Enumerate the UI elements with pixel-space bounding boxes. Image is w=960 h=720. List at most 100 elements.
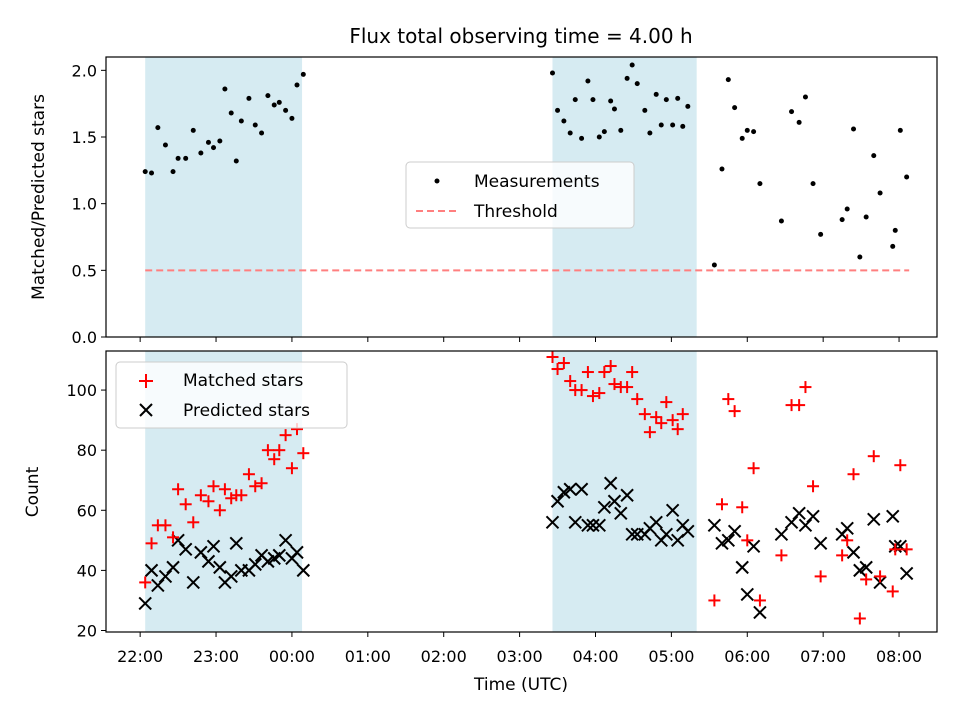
predicted-point-29 [563,482,577,496]
matched-point-0 [139,576,152,589]
measurement-point-64 [818,231,824,237]
measurement-point-47 [670,122,676,128]
predicted-point-8 [194,545,208,560]
matched-point-29 [564,375,577,388]
predicted-point-6 [178,542,193,557]
measurement-point-27 [555,107,561,113]
matched-point-54 [736,501,749,514]
measurement-point-21 [276,99,282,105]
matched-point-40 [626,366,639,379]
predicted-point-58 [753,605,767,620]
measurement-point-72 [890,243,896,249]
measurement-point-9 [205,139,211,145]
measurement-point-39 [624,75,630,81]
predicted-point-67 [846,545,861,560]
measurement-point-34 [596,134,602,140]
predicted-point-10 [206,539,221,554]
predicted-point-47 [665,503,680,517]
predicted-point-66 [840,521,854,536]
measurement-point-58 [757,181,763,187]
predicted-point-21 [272,548,286,563]
predicted-point-22 [278,533,293,548]
matched-point-60 [793,399,806,412]
measurement-point-61 [796,119,802,125]
measurement-point-11 [217,138,223,144]
bottom-y-tick-label-1: 40 [77,561,97,580]
x-tick-label-7: 05:00 [648,647,694,666]
measurement-point-30 [572,97,578,103]
matched-point-7 [187,516,200,529]
legend-matched-label: Matched stars [183,371,303,391]
matched-point-55 [741,534,754,547]
measurement-point-44 [653,91,659,97]
x-axis-label: Time (UTC) [473,675,568,695]
matched-point-69 [867,450,880,463]
bottom-legend: Matched stars Predicted stars [115,361,348,429]
bottom-y-tick-label-2: 60 [77,501,97,520]
predicted-point-63 [806,509,820,524]
predicted-point-31 [574,482,589,496]
measurement-point-6 [183,155,189,161]
measurement-point-55 [739,135,745,141]
matched-point-52 [722,393,735,406]
bottom-legend-box [115,361,348,429]
x-tick-label-5: 03:00 [497,647,543,666]
matched-point-16 [242,468,255,481]
matched-point-72 [889,543,902,556]
measurement-point-40 [629,62,635,68]
measurement-point-66 [844,206,850,212]
measurement-point-28 [561,118,567,124]
matched-point-74 [900,543,913,556]
top-y-tick-label-0: 0.0 [72,328,97,347]
measurement-point-50 [685,103,691,109]
matched-point-62 [807,480,820,493]
predicted-point-70 [867,512,881,527]
matched-point-37 [608,378,621,391]
measurement-point-57 [751,129,757,135]
measurement-point-65 [839,217,845,223]
measurement-point-24 [294,82,300,88]
predicted-point-3 [158,569,173,584]
predicted-point-26 [545,515,560,530]
matched-point-31 [575,384,588,397]
predicted-point-36 [603,476,618,490]
matched-point-48 [671,423,684,436]
measurement-point-29 [567,130,573,136]
predicted-point-32 [581,518,595,533]
predicted-point-71 [873,575,887,590]
predicted-point-39 [620,488,634,502]
predicted-point-11 [213,560,227,575]
measurement-point-48 [675,95,681,101]
matched-point-9 [202,495,215,508]
predicted-point-59 [774,527,789,542]
x-tick-label-6: 04:00 [572,647,618,666]
measurement-point-75 [904,174,910,180]
predicted-point-60 [784,515,799,530]
matched-point-22 [279,429,292,442]
predicted-point-61 [792,506,806,520]
predicted-point-2 [151,578,165,593]
bottom-y-axis-label: Count [23,466,43,517]
matched-point-42 [638,408,651,421]
measurement-point-4 [170,169,176,175]
measurement-point-68 [857,254,863,260]
measurement-point-59 [778,218,784,224]
predicted-point-51 [707,518,722,533]
measurement-point-14 [233,158,239,164]
top-y-tick-label-2: 1.0 [72,195,97,214]
measurement-point-25 [300,71,306,77]
measurement-point-32 [585,78,591,84]
matched-point-11 [213,504,226,517]
top-y-tick-label-4: 2.0 [72,61,97,80]
measurement-point-49 [680,123,686,129]
matched-point-26 [546,351,559,364]
matched-point-71 [886,585,899,598]
measurement-point-74 [897,127,903,133]
measurement-point-42 [642,107,648,113]
matched-point-46 [660,396,673,409]
measurement-point-0 [142,169,148,175]
measurement-point-38 [618,127,624,133]
predicted-point-44 [649,515,663,530]
legend-measurements-marker [434,178,440,184]
predicted-point-38 [614,506,628,520]
